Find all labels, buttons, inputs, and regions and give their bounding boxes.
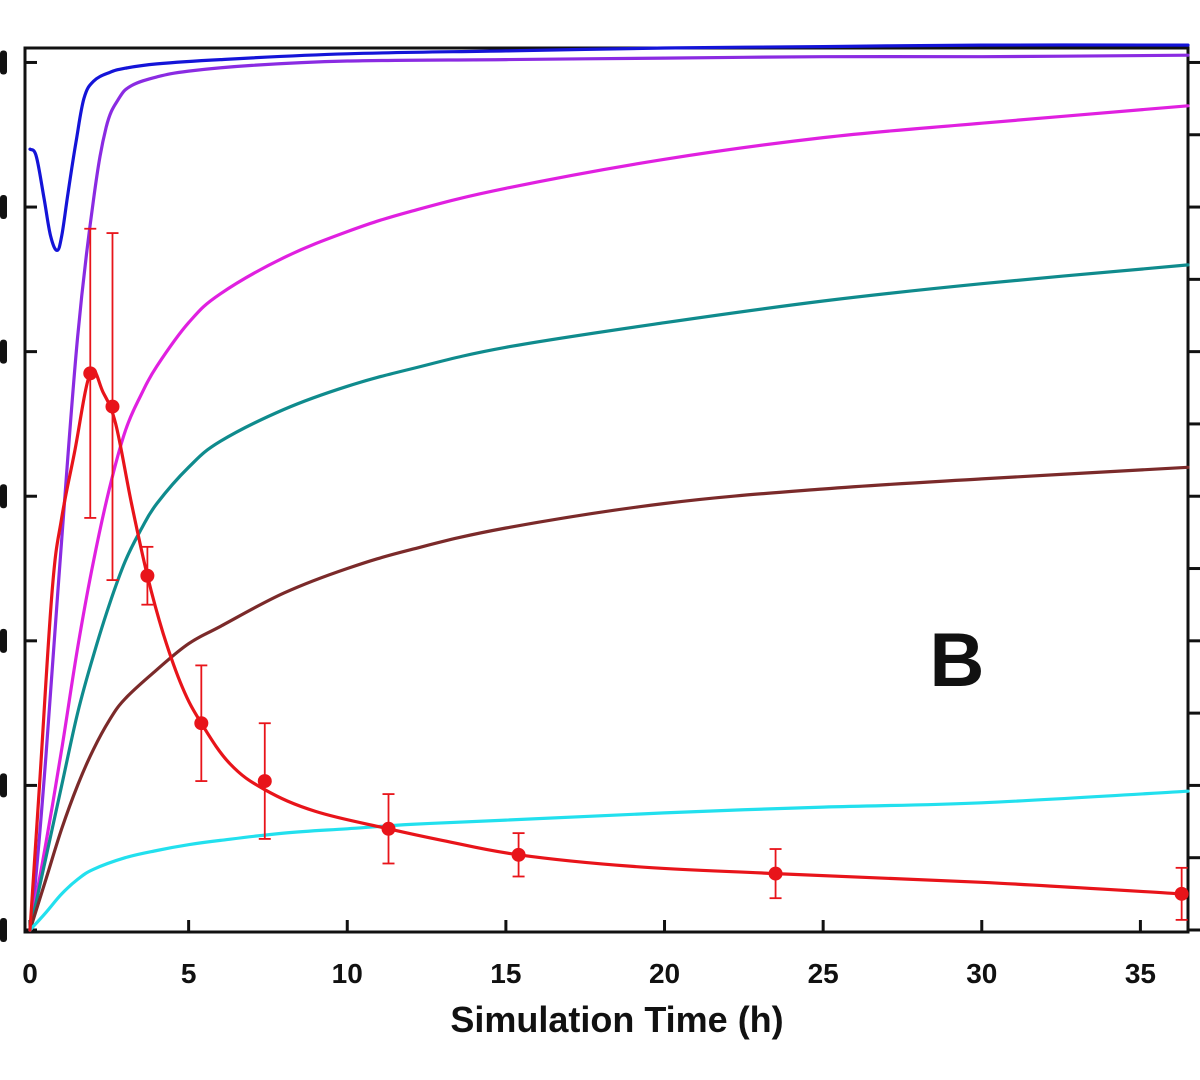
x-tick-label-5: 25 bbox=[808, 958, 839, 989]
left-y-tick-label-fragment-4 bbox=[0, 339, 7, 364]
left-y-tick-label-fragment-5 bbox=[0, 195, 7, 220]
x-tick-label-1: 5 bbox=[181, 958, 197, 989]
series-layer bbox=[28, 43, 1190, 932]
observed-point-1 bbox=[105, 399, 120, 414]
observed-point-5 bbox=[381, 821, 396, 836]
x-tick-label-7: 35 bbox=[1125, 958, 1156, 989]
series-line-5 bbox=[28, 789, 1190, 932]
x-ticks: 0 5 10 15 20 25 30 35 bbox=[22, 920, 1156, 989]
observed-point-3 bbox=[194, 716, 209, 731]
observed-point-8 bbox=[1174, 886, 1189, 901]
left-y-tick-label-fragment-1 bbox=[0, 773, 7, 798]
observed-layer bbox=[83, 227, 1189, 921]
plot-frame bbox=[23, 46, 1190, 934]
left-y-ticks bbox=[0, 50, 37, 942]
observed-point-2 bbox=[140, 568, 155, 583]
series-line-2 bbox=[28, 104, 1190, 932]
x-axis-title: Simulation Time (h) bbox=[450, 999, 783, 1040]
series-line-0 bbox=[28, 43, 1190, 252]
left-y-tick-label-fragment-0 bbox=[0, 918, 7, 942]
observed-point-6 bbox=[511, 847, 526, 862]
series-line-1 bbox=[28, 53, 1190, 932]
left-y-tick-label-fragment-6 bbox=[0, 50, 7, 75]
x-tick-label-3: 15 bbox=[490, 958, 521, 989]
x-tick-label-4: 20 bbox=[649, 958, 680, 989]
series-line-3 bbox=[28, 263, 1190, 932]
observed-point-4 bbox=[257, 774, 272, 789]
series-line-4 bbox=[28, 465, 1190, 932]
series-line-6 bbox=[28, 368, 1184, 932]
x-tick-label-6: 30 bbox=[966, 958, 997, 989]
right-y-ticks bbox=[1188, 60, 1200, 932]
panel-label: B bbox=[930, 618, 985, 703]
x-tick-label-2: 10 bbox=[332, 958, 363, 989]
left-y-tick-label-fragment-3 bbox=[0, 484, 7, 509]
left-y-tick-label-fragment-2 bbox=[0, 628, 7, 653]
observed-point-0 bbox=[83, 366, 98, 381]
x-tick-label-0: 0 bbox=[22, 958, 38, 989]
observed-point-7 bbox=[768, 866, 783, 881]
